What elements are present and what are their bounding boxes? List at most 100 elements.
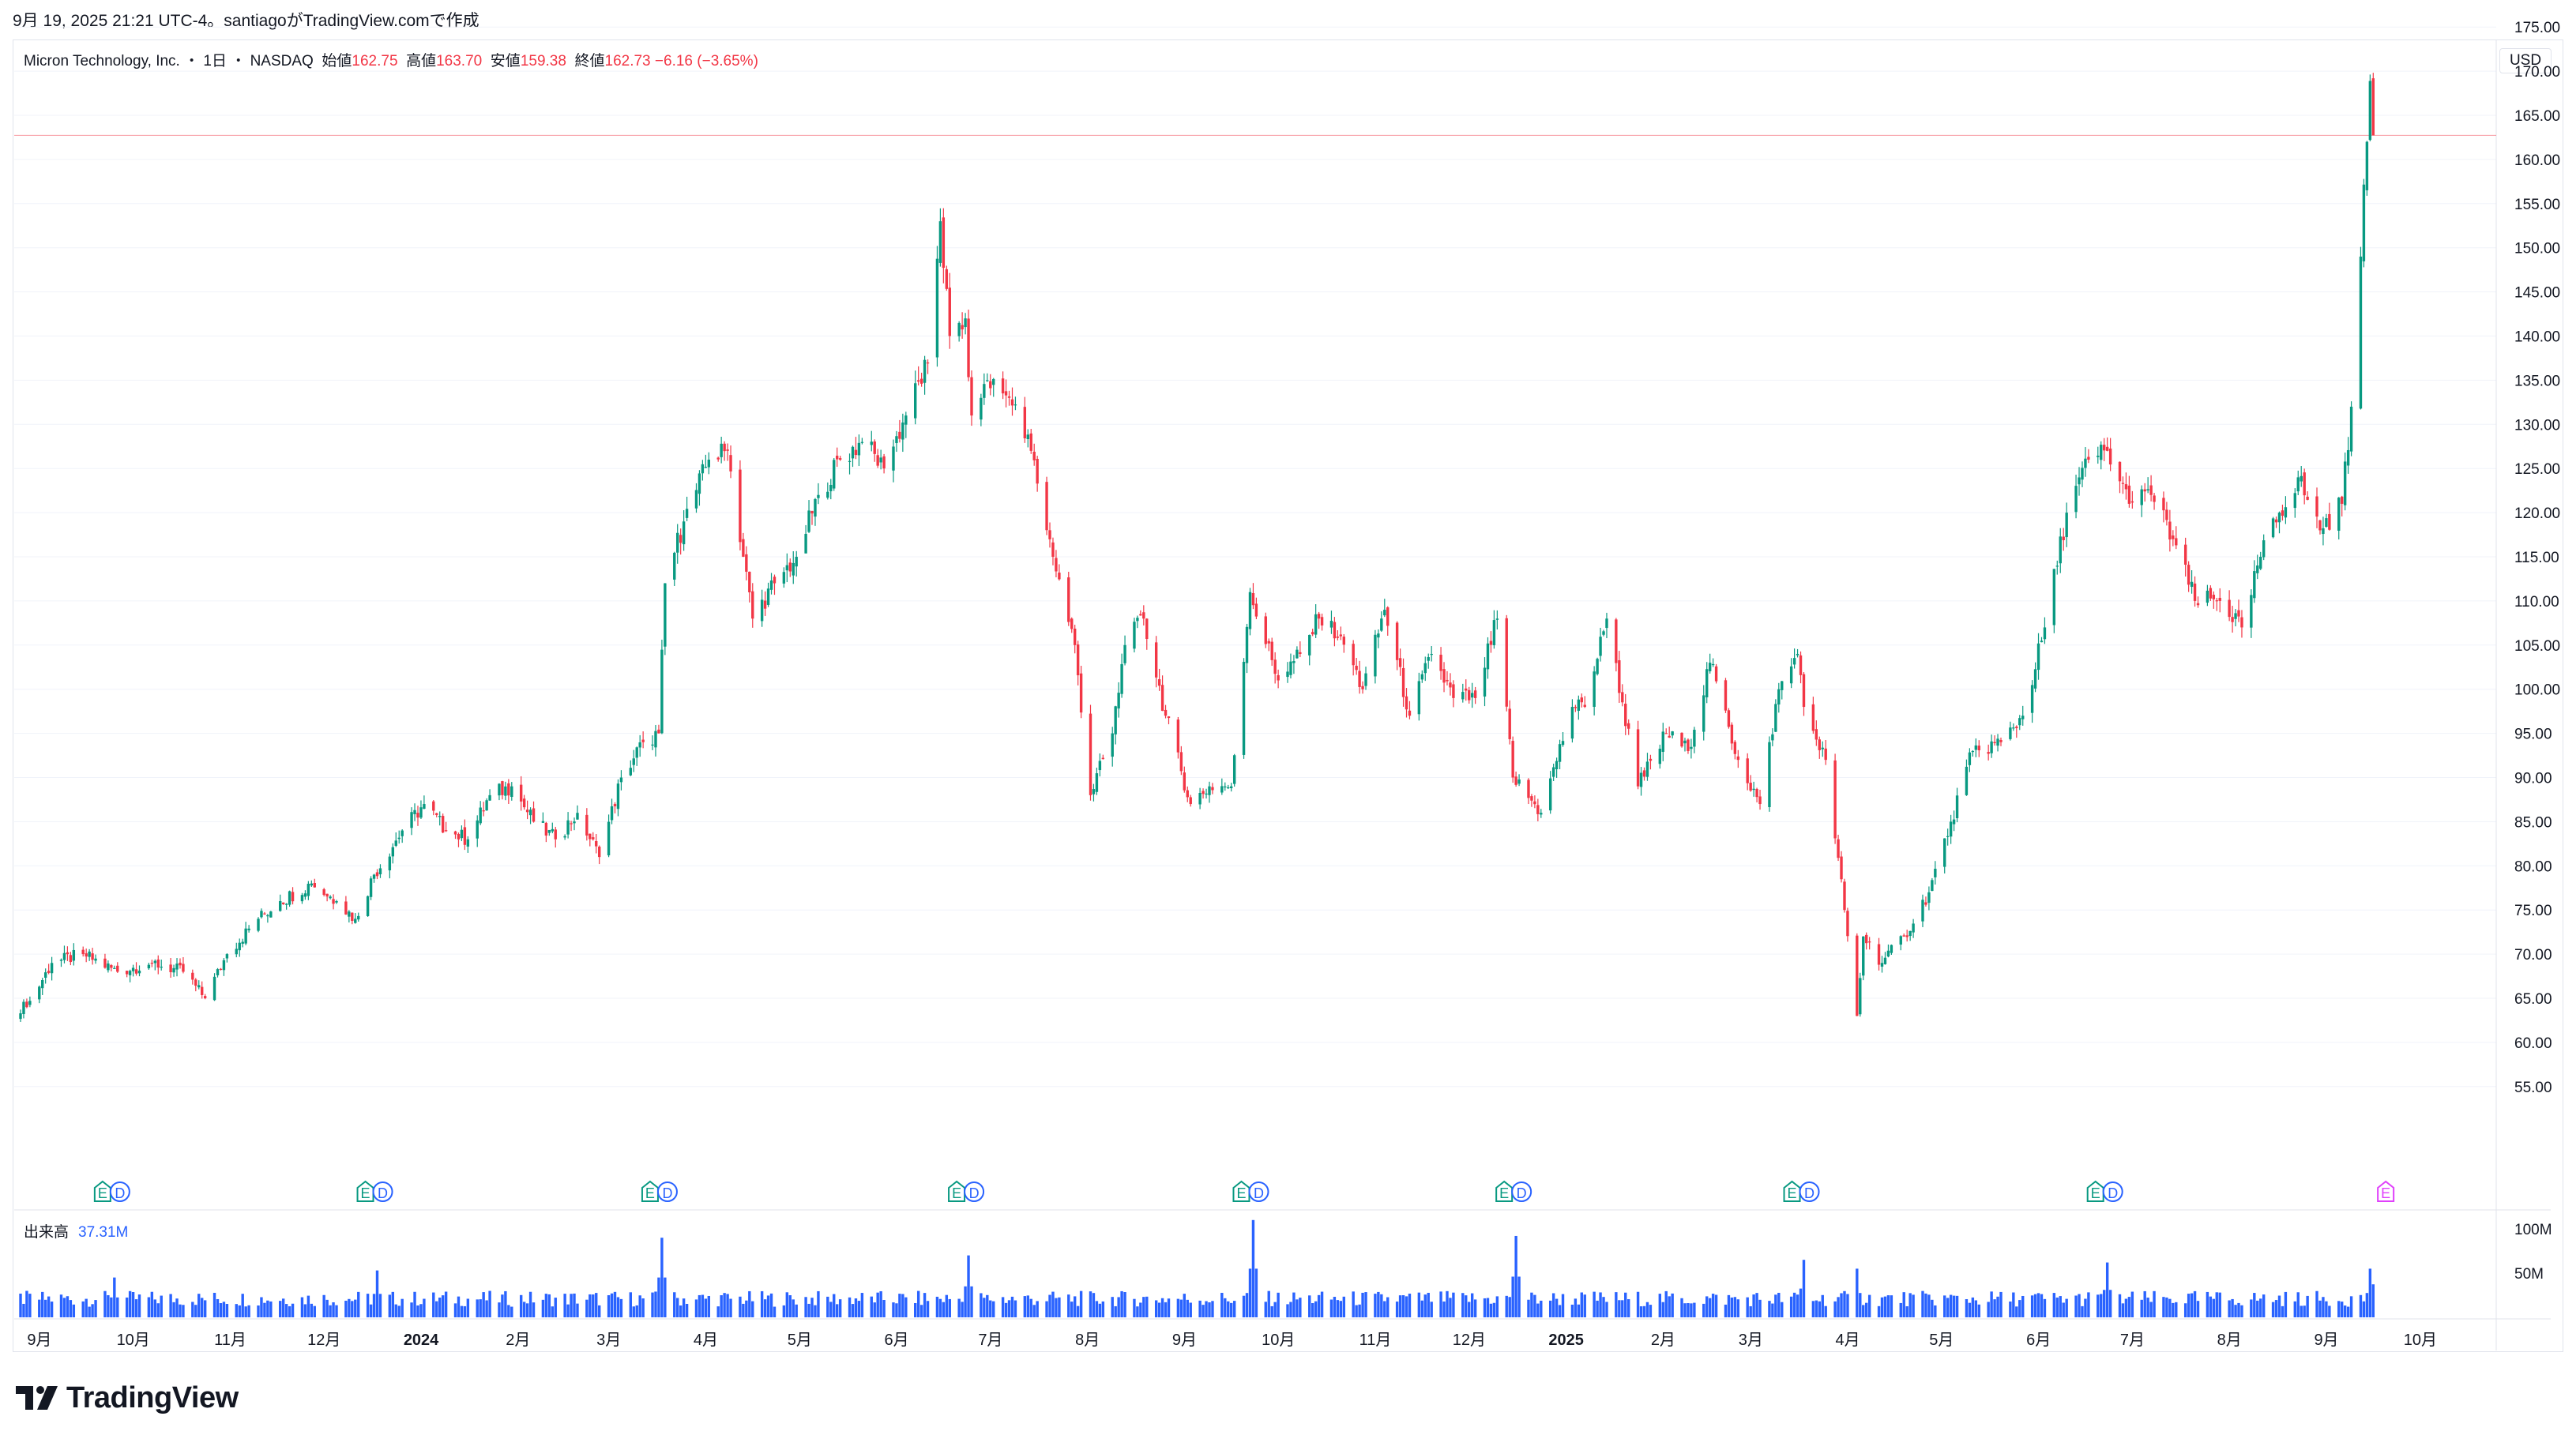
- candle-body: [1032, 451, 1036, 460]
- dividend-marker: [656, 1181, 678, 1202]
- volume-bar: [2337, 1301, 2341, 1317]
- candle-body: [810, 510, 814, 514]
- volume-bar: [2018, 1300, 2021, 1317]
- volume-bar: [303, 1304, 307, 1317]
- volume-bar: [1811, 1301, 1815, 1317]
- volume-bar: [388, 1294, 392, 1317]
- exchange-label: NASDAQ: [250, 53, 314, 69]
- candle-body: [1010, 399, 1014, 406]
- candle-body: [2328, 513, 2331, 530]
- volume-bar: [641, 1298, 645, 1317]
- candle-body: [1771, 734, 1774, 741]
- volume-bar: [2081, 1305, 2084, 1317]
- volume-bar: [1680, 1298, 1683, 1317]
- volume-bar: [88, 1306, 91, 1317]
- volume-bar: [1089, 1291, 1092, 1317]
- volume-bar: [585, 1299, 589, 1317]
- volume-bar: [685, 1303, 689, 1317]
- chart-snapshot-caption: 9月 19, 2025 21:21 UTC-4。santiagoがTrading…: [13, 12, 479, 30]
- candle-body: [410, 812, 413, 828]
- candle-body: [1114, 706, 1117, 734]
- candle-body: [266, 915, 269, 917]
- volume-bar: [1639, 1306, 1643, 1317]
- candle-body: [1639, 772, 1643, 787]
- volume-bar: [1774, 1294, 1777, 1317]
- volume-bar: [128, 1290, 132, 1317]
- candle-body: [1708, 663, 1712, 671]
- volume-bar: [378, 1294, 382, 1317]
- candle-body: [948, 287, 951, 336]
- candle-body: [2121, 483, 2125, 484]
- tradingview-logo[interactable]: TradingView: [16, 1378, 239, 1418]
- candle-body: [1843, 881, 1846, 911]
- volume-bar: [1270, 1305, 1273, 1317]
- candle-body: [1811, 704, 1815, 731]
- candle-body: [607, 821, 611, 856]
- volume-bar: [2253, 1293, 2256, 1317]
- volume-bar: [2343, 1305, 2347, 1317]
- candle-body: [1339, 634, 1343, 637]
- candle-body: [1430, 653, 1433, 656]
- volume-bar: [485, 1300, 488, 1317]
- candle-body: [1596, 659, 1599, 674]
- candle-body: [2087, 456, 2090, 460]
- volume-bar: [1946, 1298, 1950, 1317]
- candle-body: [444, 830, 448, 832]
- candle-body: [150, 963, 154, 964]
- currency-button[interactable]: USD: [2499, 48, 2552, 73]
- candle-body: [1277, 674, 1280, 681]
- candle-body: [197, 985, 201, 988]
- price-tick-label: 80.00: [2514, 858, 2552, 875]
- price-tick-label: 70.00: [2514, 947, 2552, 964]
- volume-bar: [1224, 1298, 1227, 1317]
- candle-body: [2237, 610, 2240, 617]
- time-tick-label: 7月: [978, 1332, 1002, 1349]
- candle-body: [1076, 644, 1080, 676]
- candle-body: [528, 810, 532, 816]
- candle-body: [1401, 667, 1405, 697]
- candle-body: [935, 258, 939, 358]
- candle-body: [919, 378, 923, 384]
- candle-body: [664, 583, 667, 647]
- candle-body: [795, 557, 798, 567]
- volume-bar: [1160, 1298, 1164, 1317]
- candle-body: [2108, 448, 2112, 465]
- volume-bar: [795, 1304, 798, 1317]
- candle-body: [1095, 773, 1099, 792]
- volume-bar: [1023, 1296, 1027, 1317]
- volume-bar: [804, 1297, 807, 1317]
- candle-body: [2212, 595, 2216, 599]
- candle-body: [2018, 718, 2021, 726]
- volume-bar: [1899, 1302, 1902, 1317]
- candle-body: [201, 986, 204, 995]
- time-tick-label: 4月: [1835, 1332, 1860, 1349]
- volume-bar: [2078, 1294, 2081, 1317]
- volume-bar: [2318, 1300, 2322, 1317]
- candle-body: [945, 269, 949, 289]
- candle-body: [1924, 902, 1927, 905]
- volume-bar: [1624, 1292, 1627, 1317]
- volume-bar: [829, 1302, 833, 1317]
- candle-body: [1977, 746, 1980, 750]
- time-tick-label: 5月: [788, 1332, 812, 1349]
- volume-bar: [541, 1299, 545, 1317]
- candle-body: [1599, 637, 1602, 656]
- symbol-name[interactable]: Micron Technology, Inc.: [24, 53, 180, 69]
- volume-bar: [413, 1291, 416, 1317]
- candle-body: [1055, 558, 1058, 572]
- time-tick-label: 10月: [2404, 1332, 2437, 1349]
- volume-bar: [1593, 1291, 1596, 1317]
- candle-body: [1615, 619, 1618, 663]
- volume-bar: [525, 1303, 529, 1317]
- interval-label[interactable]: 1日: [203, 53, 227, 69]
- candle-body: [707, 460, 711, 468]
- candle-body: [1101, 757, 1105, 760]
- volume-bar: [1427, 1292, 1430, 1317]
- volume-bar: [1661, 1302, 1664, 1317]
- volume-bar: [1570, 1304, 1574, 1317]
- volume-bar: [2237, 1302, 2240, 1317]
- candle-body: [1533, 801, 1536, 805]
- candle-body: [391, 847, 395, 857]
- time-tick-label: 10月: [117, 1332, 150, 1349]
